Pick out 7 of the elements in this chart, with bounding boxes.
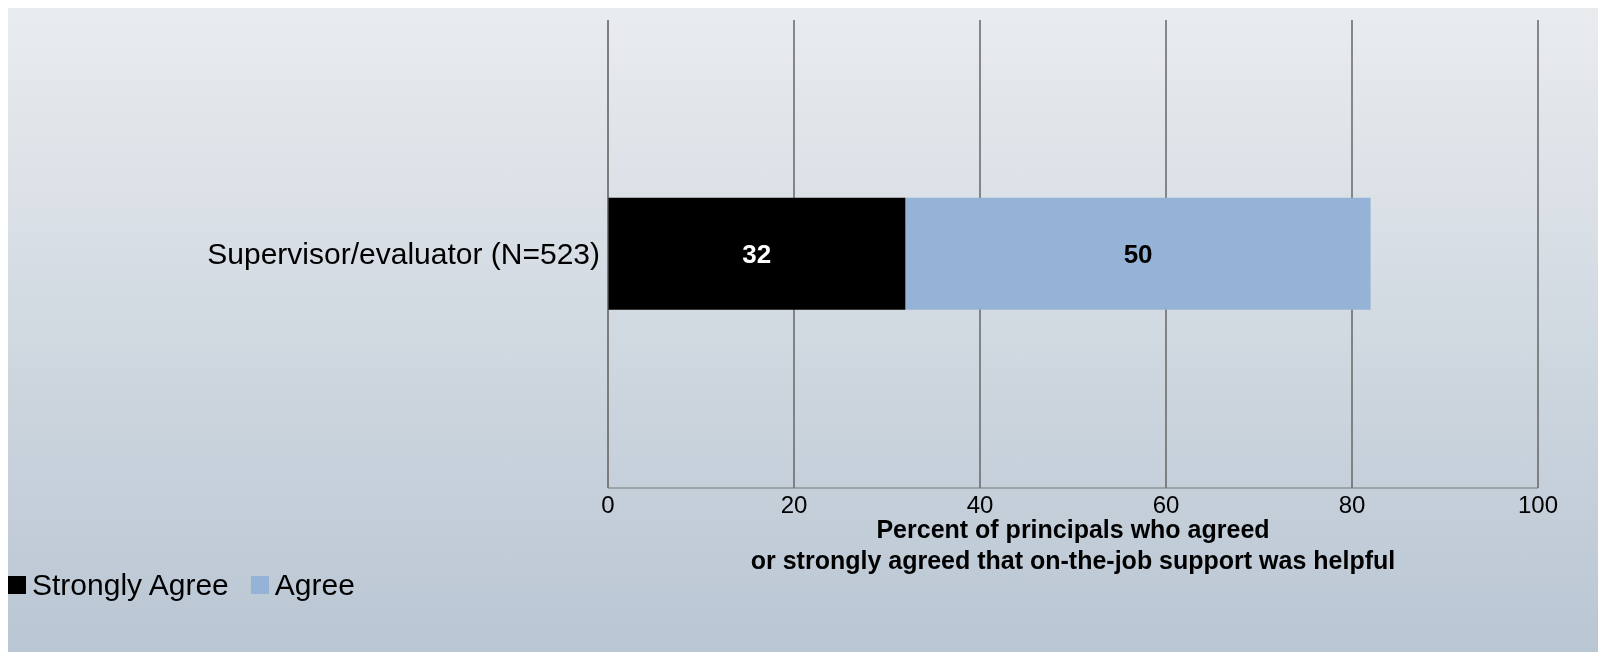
x-tick-label: 0 <box>601 491 615 519</box>
data-label: 50 <box>1123 239 1153 270</box>
x-tick-label: 100 <box>1517 491 1559 519</box>
legend-label: Agree <box>274 568 355 602</box>
y-tick-label: Supervisor/evaluator (N=523) <box>207 237 600 270</box>
data-label: 32 <box>742 239 772 270</box>
legend-label: Strongly Agree <box>32 568 229 602</box>
